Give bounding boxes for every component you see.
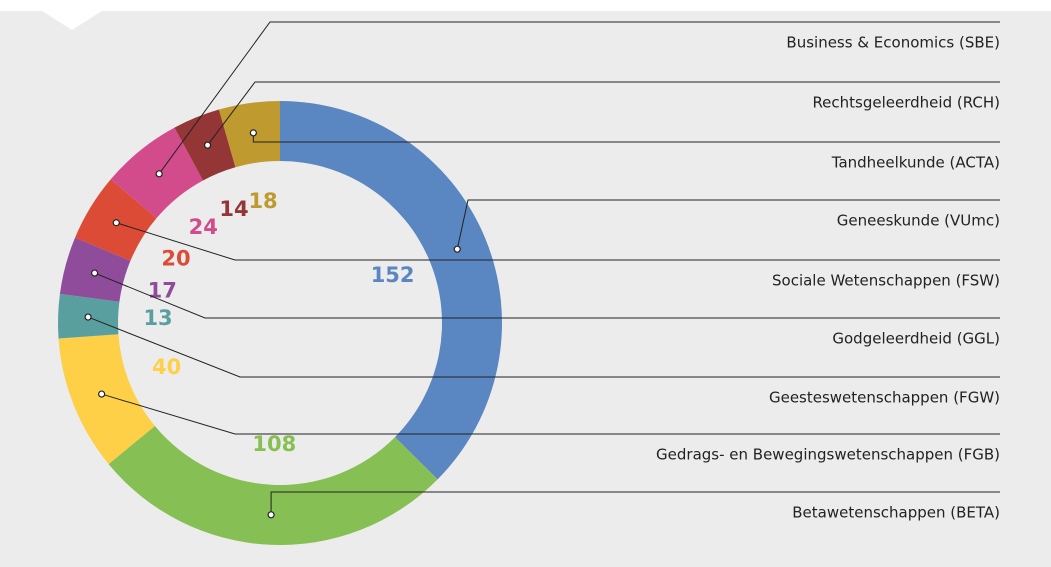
donut-segment — [218, 101, 280, 168]
legend-label: Rechtsgeleerdheid (RCH) — [812, 94, 1000, 112]
value-label: 20 — [161, 246, 190, 270]
leader-dot — [203, 141, 212, 149]
value-label: 18 — [248, 189, 277, 213]
value-label: 108 — [252, 432, 296, 456]
value-label: 40 — [152, 355, 181, 379]
leader-line — [158, 21, 1000, 175]
legend-label: Godgeleerdheid (GGL) — [832, 330, 1000, 348]
legend-label: Sociale Wetenschappen (FSW) — [772, 272, 1000, 290]
value-label: 14 — [219, 197, 248, 221]
top-band — [0, 0, 1051, 11]
value-label: 152 — [371, 263, 415, 287]
leader-line — [116, 222, 1000, 261]
legend-label: Betawetenschappen (BETA) — [792, 504, 1000, 522]
leader-dot — [84, 313, 92, 321]
leader-line — [101, 393, 1000, 435]
legend-label: Business & Economics (SBE) — [786, 34, 1000, 52]
legend-label: Gedrags- en Bewegingswetenschappen (FGB) — [656, 446, 1000, 464]
leader-dot — [98, 390, 106, 398]
value-label: 13 — [143, 306, 172, 330]
donut-segment — [108, 425, 438, 545]
value-label: 17 — [148, 278, 177, 302]
donut-segment — [58, 334, 155, 465]
leader-dot — [91, 269, 99, 277]
leader-line — [94, 272, 1000, 319]
leader-line — [87, 316, 1000, 378]
leader-line — [270, 491, 1000, 515]
leader-dot — [249, 129, 257, 137]
value-label: 24 — [189, 215, 218, 239]
leader-line — [456, 199, 1000, 250]
legend-label: Tandheelkunde (ACTA) — [831, 154, 1000, 172]
leader-dot — [453, 245, 461, 253]
leader-dot — [267, 511, 275, 519]
legend-label: Geesteswetenschappen (FGW) — [769, 389, 1000, 407]
donut-segment — [280, 101, 503, 480]
notch — [42, 11, 102, 30]
leader-line — [207, 81, 1000, 146]
leader-dot — [112, 219, 120, 227]
leader-dot — [155, 170, 163, 178]
legend-label: Geneeskunde (VUmc) — [837, 212, 1000, 230]
